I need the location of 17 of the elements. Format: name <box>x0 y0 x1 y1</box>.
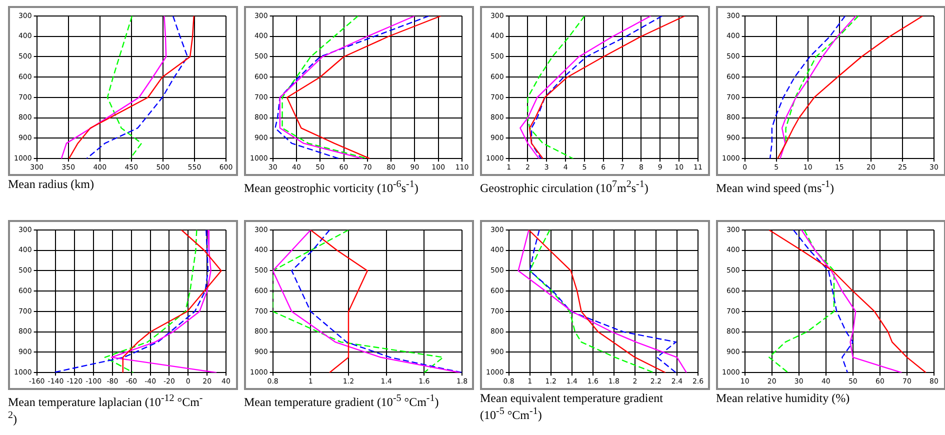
line-series <box>530 16 663 159</box>
x-axis-title: Mean geostrophic vorticity (10$^{-6}$s$^{-1}$) <box>244 178 420 195</box>
line-series <box>527 16 586 159</box>
x-axis-title: Mean temperature gradient (10$^{-5}$ °Cm$^{-1}$) <box>244 392 440 409</box>
line-series <box>769 16 846 159</box>
x-axis-title: Mean wind speed (ms$^{-1}$) <box>716 178 835 195</box>
line-series <box>52 230 209 373</box>
line-series <box>792 230 854 373</box>
line-series <box>86 16 188 159</box>
line-series <box>768 230 835 373</box>
text: Mean temperature laplacian (10$^{-12}$ °Cm$^{-}$$^{2}$) <box>8 393 203 426</box>
x-axis-title: Mean equivalent temperature gradient (10$^{-5}$ °Cm$^{-1}$) <box>480 391 664 422</box>
x-axis-title: Mean relative humidity (%) <box>716 391 851 405</box>
x-axis-title: Geostrophic circulation (10$^{7}$m$^{2}$s$^{-1}$) <box>480 178 650 195</box>
line-series <box>106 16 142 159</box>
line-series <box>104 230 198 373</box>
x-axis-title: Mean radius (km) <box>8 177 95 191</box>
